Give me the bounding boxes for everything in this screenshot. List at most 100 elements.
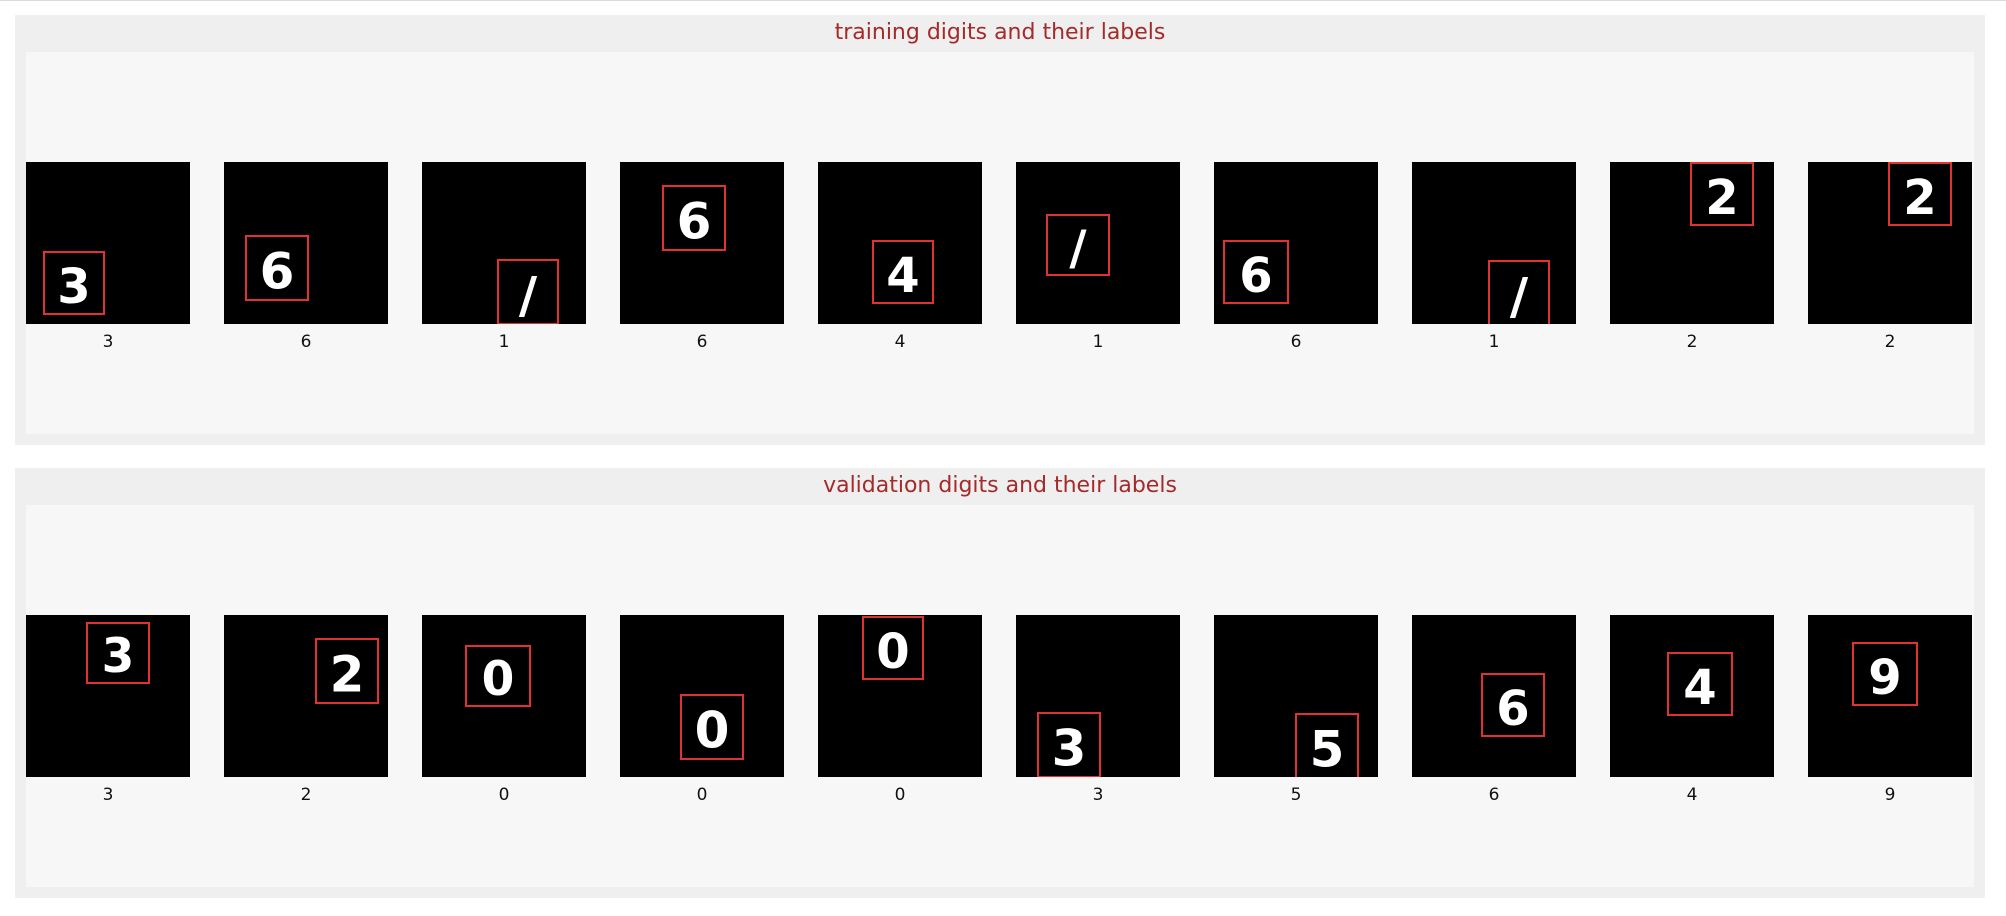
validation-digit-label: 5 — [1290, 785, 1302, 805]
training-bounding-box — [1888, 162, 1952, 226]
training-handwritten-digit: 2 — [1903, 170, 1936, 226]
training-panel-title: training digits and their labels — [834, 20, 1166, 45]
validation-digit-graphic: 9 — [1852, 642, 1918, 706]
validation-digit-image: 3 — [1016, 615, 1180, 777]
validation-digit-image: 0 — [620, 615, 784, 777]
validation-bounding-box — [1852, 642, 1918, 706]
validation-digit-graphic: 3 — [86, 622, 150, 684]
training-digit-label: 6 — [1290, 332, 1302, 352]
training-digit-label: 6 — [300, 332, 312, 352]
training-handwritten-digit: / — [1510, 267, 1529, 324]
validation-handwritten-digit: 3 — [102, 629, 135, 684]
training-digit-image: 4 — [818, 162, 982, 324]
validation-digit-label: 0 — [696, 785, 708, 805]
training-digit-graphic: 2 — [1888, 162, 1952, 226]
training-digit-image: 6 — [224, 162, 388, 324]
training-bounding-box — [43, 251, 105, 315]
validation-digit-graphic: 6 — [1481, 673, 1545, 737]
validation-handwritten-digit: 3 — [1052, 719, 1087, 777]
validation-digit-label: 9 — [1884, 785, 1896, 805]
validation-bounding-box — [86, 622, 150, 684]
training-digit-row: 3 3 6 6/1 6 6 4 4/1 6 6/1 2 2 2 2 — [26, 162, 1974, 362]
training-digit-image: / — [1412, 162, 1576, 324]
validation-bounding-box — [862, 616, 924, 680]
validation-digit-label: 0 — [894, 785, 906, 805]
validation-digit-label: 0 — [498, 785, 510, 805]
training-digit-graphic: 2 — [1690, 162, 1754, 226]
validation-handwritten-digit: 6 — [1496, 681, 1529, 737]
validation-digit-graphic: 4 — [1667, 652, 1733, 716]
training-digit-label: 3 — [102, 332, 114, 352]
validation-digit-graphic: 0 — [680, 694, 744, 760]
training-plot-area: 3 3 6 6/1 6 6 4 4/1 6 6/1 2 2 2 2 — [26, 52, 1974, 434]
validation-handwritten-digit: 0 — [876, 624, 909, 680]
training-bounding-box — [497, 259, 559, 324]
training-handwritten-digit: 4 — [886, 248, 919, 304]
training-bounding-box — [872, 240, 934, 304]
training-handwritten-digit: 2 — [1705, 170, 1738, 226]
training-digit-label: 1 — [1488, 332, 1500, 352]
validation-digit-image: 4 — [1610, 615, 1774, 777]
validation-handwritten-digit: 0 — [482, 652, 515, 707]
validation-digit-image: 0 — [818, 615, 982, 777]
training-handwritten-digit: 6 — [677, 192, 712, 250]
validation-digit-graphic: 3 — [1037, 712, 1101, 777]
validation-bounding-box — [1295, 713, 1359, 777]
training-digit-graphic: 3 — [43, 251, 105, 315]
training-handwritten-digit: 6 — [1239, 248, 1272, 304]
validation-digit-label: 3 — [1092, 785, 1104, 805]
validation-handwritten-digit: 4 — [1683, 660, 1716, 716]
training-digit-graphic: / — [1046, 214, 1110, 276]
validation-digit-image: 3 — [26, 615, 190, 777]
training-handwritten-digit: / — [1069, 221, 1087, 276]
training-digit-image: 3 — [26, 162, 190, 324]
validation-digit-image: 5 — [1214, 615, 1378, 777]
validation-bounding-box — [1481, 673, 1545, 737]
validation-digit-graphic: 0 — [465, 645, 531, 707]
training-digit-graphic: 6 — [1223, 240, 1289, 304]
validation-digit-graphic: 2 — [315, 638, 379, 704]
validation-digit-label: 4 — [1686, 785, 1698, 805]
training-digit-label: 2 — [1884, 332, 1896, 352]
training-digit-cell: /1 — [422, 162, 586, 362]
training-bounding-box — [662, 185, 726, 251]
validation-handwritten-digit: 2 — [330, 645, 365, 703]
validation-digit-image: 6 — [1412, 615, 1576, 777]
validation-bounding-box — [680, 694, 744, 760]
training-digit-cell: /1 — [1412, 162, 1576, 362]
validation-digit-image: 2 — [224, 615, 388, 777]
training-bounding-box — [1488, 260, 1550, 324]
training-digit-image: 6 — [1214, 162, 1378, 324]
training-digit-label: 1 — [498, 332, 510, 352]
validation-bounding-box — [1667, 652, 1733, 716]
validation-digit-image: 9 — [1808, 615, 1972, 777]
top-divider — [0, 0, 2006, 1]
training-digit-label: 2 — [1686, 332, 1698, 352]
training-panel: training digits and their labels 3 3 6 6/1 6… — [15, 15, 1985, 445]
validation-digit-image: 0 — [422, 615, 586, 777]
training-digit-graphic: / — [1488, 260, 1550, 324]
training-digit-label: 1 — [1092, 332, 1104, 352]
training-bounding-box — [245, 235, 309, 301]
validation-digit-label: 2 — [300, 785, 312, 805]
training-digit-image: 2 — [1808, 162, 1972, 324]
training-bounding-box — [1690, 162, 1754, 226]
validation-bounding-box — [315, 638, 379, 704]
validation-handwritten-digit: 9 — [1868, 650, 1901, 706]
